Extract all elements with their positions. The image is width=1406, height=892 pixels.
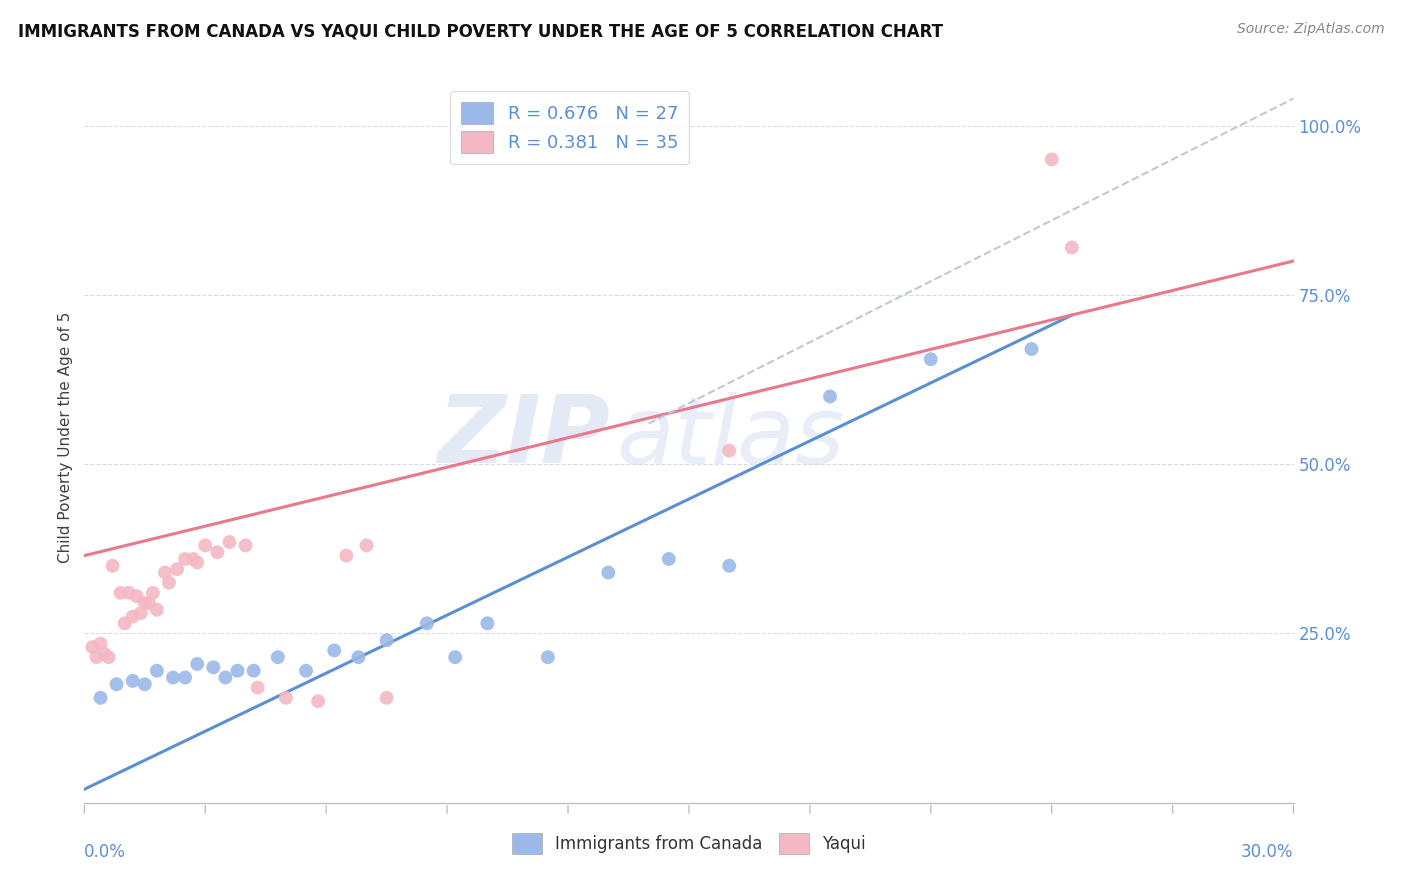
- Point: [89, 637, 111, 651]
- Point: [97, 650, 120, 665]
- Point: [235, 538, 257, 552]
- Point: [166, 562, 188, 576]
- Point: [375, 633, 398, 648]
- Point: [174, 671, 197, 685]
- Point: [186, 555, 208, 569]
- Point: [207, 545, 229, 559]
- Point: [114, 616, 136, 631]
- Point: [1060, 240, 1083, 254]
- Point: [118, 586, 141, 600]
- Legend: Immigrants from Canada, Yaqui: Immigrants from Canada, Yaqui: [505, 827, 873, 860]
- Point: [356, 538, 378, 552]
- Text: Source: ZipAtlas.com: Source: ZipAtlas.com: [1237, 22, 1385, 37]
- Point: [658, 552, 681, 566]
- Point: [121, 609, 143, 624]
- Point: [89, 690, 111, 705]
- Point: [307, 694, 329, 708]
- Point: [214, 671, 236, 685]
- Point: [121, 673, 143, 688]
- Point: [93, 647, 115, 661]
- Point: [718, 443, 741, 458]
- Point: [142, 586, 165, 600]
- Point: [202, 660, 225, 674]
- Point: [194, 538, 217, 552]
- Point: [146, 603, 169, 617]
- Point: [105, 677, 128, 691]
- Point: [267, 650, 290, 665]
- Point: [375, 690, 398, 705]
- Point: [153, 566, 176, 580]
- Point: [186, 657, 208, 671]
- Point: [295, 664, 318, 678]
- Point: [181, 552, 204, 566]
- Point: [416, 616, 439, 631]
- Point: [125, 589, 148, 603]
- Point: [82, 640, 104, 654]
- Point: [86, 650, 108, 665]
- Text: 30.0%: 30.0%: [1241, 843, 1294, 861]
- Point: [134, 596, 156, 610]
- Text: atlas: atlas: [616, 392, 845, 483]
- Point: [444, 650, 467, 665]
- Point: [818, 389, 841, 403]
- Point: [1040, 153, 1063, 167]
- Text: IMMIGRANTS FROM CANADA VS YAQUI CHILD POVERTY UNDER THE AGE OF 5 CORRELATION CHA: IMMIGRANTS FROM CANADA VS YAQUI CHILD PO…: [18, 22, 943, 40]
- Y-axis label: Child Poverty Under the Age of 5: Child Poverty Under the Age of 5: [58, 311, 73, 563]
- Point: [157, 575, 180, 590]
- Point: [598, 566, 620, 580]
- Point: [242, 664, 264, 678]
- Point: [920, 352, 942, 367]
- Point: [323, 643, 346, 657]
- Text: ZIP: ZIP: [437, 391, 610, 483]
- Text: 0.0%: 0.0%: [84, 843, 127, 861]
- Point: [718, 558, 741, 573]
- Point: [174, 552, 197, 566]
- Point: [347, 650, 370, 665]
- Point: [246, 681, 269, 695]
- Point: [101, 558, 124, 573]
- Point: [226, 664, 249, 678]
- Point: [218, 535, 240, 549]
- Point: [129, 606, 152, 620]
- Point: [1021, 342, 1043, 356]
- Point: [274, 690, 297, 705]
- Point: [335, 549, 357, 563]
- Point: [477, 616, 499, 631]
- Point: [110, 586, 132, 600]
- Point: [146, 664, 169, 678]
- Point: [162, 671, 184, 685]
- Point: [138, 596, 160, 610]
- Point: [537, 650, 560, 665]
- Point: [134, 677, 156, 691]
